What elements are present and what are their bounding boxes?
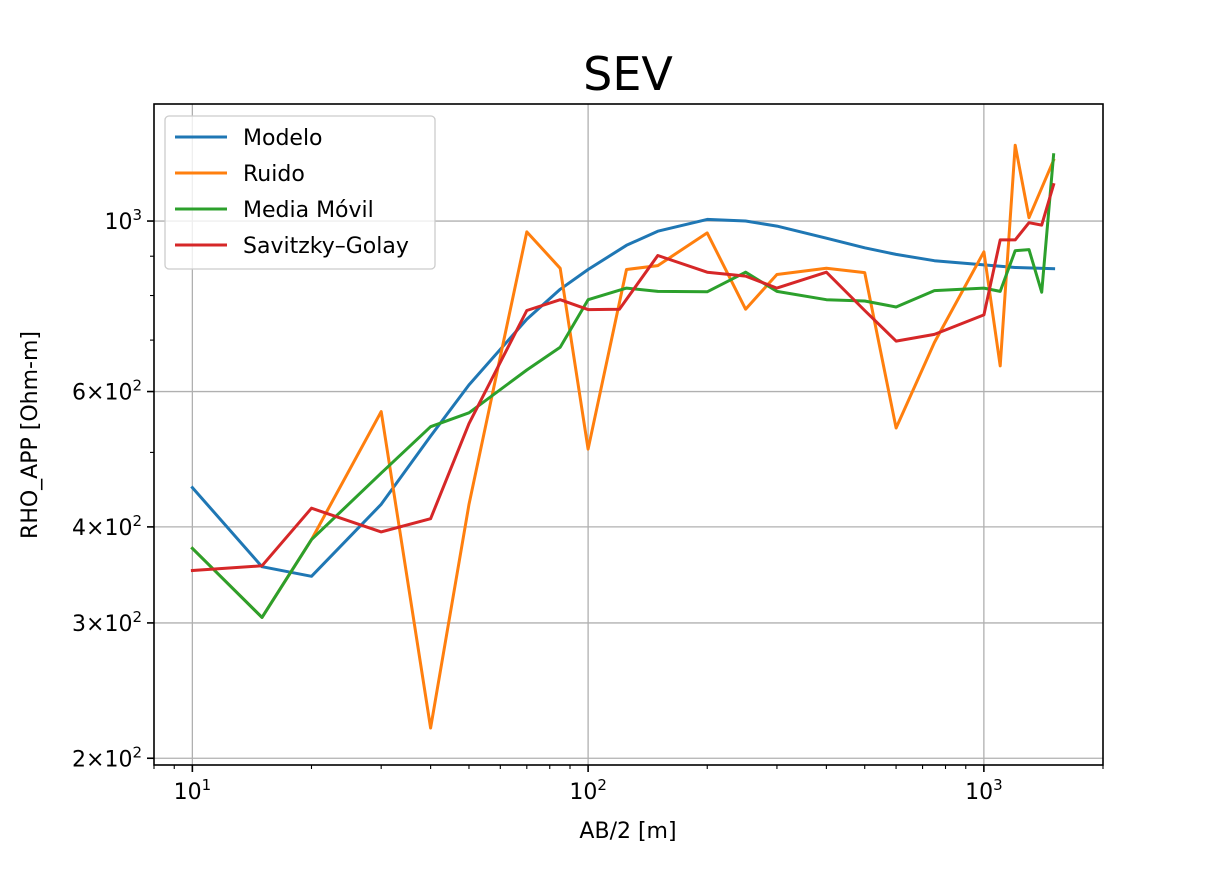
y-tick-times: ×: [86, 612, 104, 637]
y-tick-label: 103: [104, 206, 142, 235]
x-tick-base: 10: [965, 780, 993, 805]
x-axis-label: AB/2 [m]: [579, 819, 676, 844]
y-tick-mantissa: 6: [72, 381, 86, 406]
y-tick-label: 2×102: [72, 743, 142, 772]
x-tick-exponent: 2: [597, 776, 607, 794]
legend-label-ruido: Ruido: [243, 162, 305, 187]
y-tick-base: 10: [104, 381, 132, 406]
series-line-modelo: [190, 217, 1056, 578]
plot-area-frame: [153, 103, 1104, 766]
series-lines: [190, 143, 1056, 730]
y-tick-exponent: 2: [132, 377, 142, 395]
y-tick-base: 10: [104, 516, 132, 541]
x-tick-label: 101: [174, 776, 212, 805]
legend-label-modelo: Modelo: [243, 126, 323, 151]
y-tick-mantissa: 3: [72, 612, 86, 637]
legend: Modelo Ruido Media Móvil Savitzky–Golay: [164, 115, 436, 270]
series-line-savitzky-golay: [190, 182, 1056, 573]
y-tick-base: 10: [104, 210, 132, 235]
x-tick-base: 10: [174, 780, 202, 805]
legend-label-savitzky-golay: Savitzky–Golay: [243, 234, 409, 259]
y-axis-label: RHO_APP [Ohm-m]: [18, 331, 43, 539]
y-tick-exponent: 3: [132, 206, 142, 224]
y-tick-times: ×: [86, 747, 104, 772]
x-tick-label: 103: [965, 776, 1003, 805]
y-tick-exponent: 2: [132, 608, 142, 626]
x-tick-exponent: 1: [202, 776, 212, 794]
y-tick-times: ×: [86, 516, 104, 541]
y-tick-exponent: 2: [132, 743, 142, 761]
y-tick-mantissa: 4: [72, 516, 86, 541]
y-tick-label: 3×102: [72, 608, 142, 637]
y-tick-times: ×: [86, 381, 104, 406]
major-ticks: [147, 220, 985, 772]
y-tick-base: 10: [104, 747, 132, 772]
y-tick-label: 4×102: [72, 512, 142, 541]
grid-lines: [154, 104, 1103, 765]
x-tick-label: 102: [569, 776, 607, 805]
y-tick-mantissa: 2: [72, 747, 86, 772]
x-tick-labels: 101 102 103: [174, 776, 1003, 805]
series-line-media-m-vil: [190, 153, 1056, 619]
minor-ticks: [150, 255, 1104, 769]
x-tick-base: 10: [569, 780, 597, 805]
y-tick-label: 6×102: [72, 377, 142, 406]
x-tick-exponent: 3: [993, 776, 1003, 794]
legend-frame: [164, 115, 436, 270]
chart-title: SEV: [583, 47, 673, 101]
y-tick-base: 10: [104, 612, 132, 637]
y-tick-exponent: 2: [132, 512, 142, 530]
legend-label-media-m-vil: Media Móvil: [243, 198, 374, 223]
